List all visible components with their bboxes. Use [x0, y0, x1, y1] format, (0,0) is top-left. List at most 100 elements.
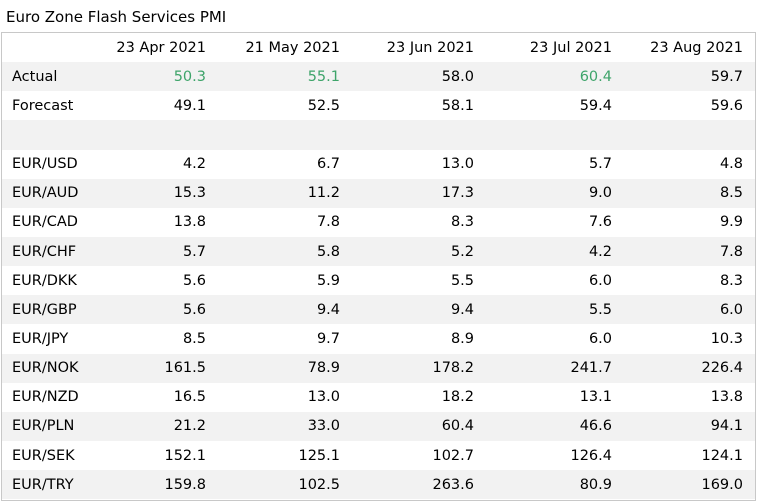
pair-row: EUR/DKK 5.6 5.9 5.5 6.0 8.3	[2, 266, 755, 295]
actual-row: Actual 50.3 55.1 58.0 60.4 59.7	[2, 62, 755, 92]
pair-row: EUR/PLN 21.2 33.0 60.4 46.6 94.1	[2, 411, 755, 441]
pair-cell: 5.5	[486, 295, 624, 325]
pair-cell: 9.0	[486, 178, 624, 208]
pmi-table-container: 23 Apr 2021 21 May 2021 23 Jun 2021 23 J…	[1, 32, 756, 501]
row-label: EUR/CAD	[12, 214, 78, 231]
pair-cell: 161.5	[94, 353, 218, 383]
pair-cell: 5.2	[352, 236, 486, 267]
actual-cell: 55.1	[218, 62, 352, 92]
pair-cell: 6.0	[588, 272, 612, 289]
row-label: EUR/USD	[12, 156, 78, 173]
pair-cell: 9.4	[352, 295, 486, 325]
actual-cell: 60.4	[486, 62, 624, 92]
pmi-table: 23 Apr 2021 21 May 2021 23 Jun 2021 23 J…	[2, 33, 755, 500]
pair-cell: 5.9	[316, 272, 340, 289]
pair-cell: 21.2	[94, 411, 218, 441]
pair-cell: 6.0	[624, 295, 755, 325]
pair-cell: 8.3	[450, 214, 474, 231]
pair-row: EUR/SEK 152.1 125.1 102.7 126.4 124.1	[2, 441, 755, 470]
actual-cell: 58.0	[352, 62, 486, 92]
row-label: EUR/SEK	[12, 447, 75, 464]
pair-cell: 8.9	[450, 330, 474, 347]
row-label: EUR/GBP	[2, 295, 94, 325]
pair-cell: 7.6	[588, 214, 612, 231]
pair-cell: 9.4	[218, 295, 352, 325]
pair-row: EUR/GBP 5.6 9.4 9.4 5.5 6.0	[2, 295, 755, 325]
row-label: EUR/DKK	[12, 272, 77, 289]
pair-cell: 15.3	[94, 178, 218, 208]
pair-cell: 125.1	[298, 447, 340, 464]
pair-cell: 159.8	[94, 470, 218, 500]
pair-cell: 4.2	[182, 156, 206, 173]
pair-cell: 46.6	[486, 411, 624, 441]
pair-cell: 5.7	[94, 236, 218, 267]
forecast-row: Forecast 49.1 52.5 58.1 59.4 59.6	[2, 91, 755, 120]
pair-cell: 8.3	[719, 272, 743, 289]
pair-cell: 124.1	[701, 447, 743, 464]
pair-cell: 10.3	[710, 330, 743, 347]
pair-cell: 102.7	[432, 447, 474, 464]
row-label: Actual	[2, 62, 94, 92]
forecast-cell: 59.6	[710, 97, 743, 114]
pair-cell: 5.7	[588, 156, 612, 173]
table-title: Euro Zone Flash Services PMI	[6, 8, 227, 26]
pair-cell: 178.2	[352, 353, 486, 383]
column-header: 21 May 2021	[245, 39, 340, 56]
pair-cell: 13.0	[441, 156, 474, 173]
pair-cell: 9.9	[719, 214, 743, 231]
pair-cell: 126.4	[570, 447, 612, 464]
pair-cell: 7.8	[624, 236, 755, 267]
pair-row: EUR/NOK 161.5 78.9 178.2 241.7 226.4	[2, 353, 755, 383]
pair-cell: 94.1	[624, 411, 755, 441]
forecast-cell: 58.1	[441, 97, 474, 114]
header-corner	[2, 33, 94, 62]
pair-cell: 6.0	[588, 330, 612, 347]
pair-cell: 241.7	[486, 353, 624, 383]
row-label: EUR/AUD	[2, 178, 94, 208]
forecast-cell: 59.4	[579, 97, 612, 114]
row-label: EUR/NOK	[2, 353, 94, 383]
pair-cell: 78.9	[218, 353, 352, 383]
pair-cell: 33.0	[218, 411, 352, 441]
column-header: 23 Jun 2021	[386, 39, 474, 56]
pair-cell: 11.2	[218, 178, 352, 208]
pair-cell: 5.5	[450, 272, 474, 289]
row-label: EUR/CHF	[2, 236, 94, 267]
pair-cell: 5.6	[94, 295, 218, 325]
pair-cell: 60.4	[352, 411, 486, 441]
column-header: 23 Apr 2021	[116, 39, 206, 56]
pair-cell: 4.8	[719, 156, 743, 173]
forecast-cell: 49.1	[173, 97, 206, 114]
pair-cell: 13.1	[579, 389, 612, 406]
pair-cell: 7.8	[316, 214, 340, 231]
pair-cell: 13.8	[173, 214, 206, 231]
spacer-row	[2, 120, 755, 150]
pair-cell: 263.6	[352, 470, 486, 500]
pair-cell: 226.4	[624, 353, 755, 383]
pair-cell: 8.5	[624, 178, 755, 208]
forecast-cell: 52.5	[307, 97, 340, 114]
pair-cell: 4.2	[486, 236, 624, 267]
column-header: 23 Jul 2021	[529, 39, 612, 56]
pair-cell: 5.8	[218, 236, 352, 267]
pair-cell: 152.1	[164, 447, 206, 464]
pair-row: EUR/JPY 8.5 9.7 8.9 6.0 10.3	[2, 324, 755, 353]
pair-row: EUR/NZD 16.5 13.0 18.2 13.1 13.8	[2, 383, 755, 412]
actual-cell: 59.7	[624, 62, 755, 92]
pair-cell: 18.2	[441, 389, 474, 406]
pair-cell: 80.9	[486, 470, 624, 500]
pair-cell: 13.8	[710, 389, 743, 406]
pair-cell: 6.7	[316, 156, 340, 173]
pair-cell: 5.6	[182, 272, 206, 289]
header-row: 23 Apr 2021 21 May 2021 23 Jun 2021 23 J…	[2, 33, 755, 62]
row-label: EUR/TRY	[2, 470, 94, 500]
table-body: Actual 50.3 55.1 58.0 60.4 59.7 Forecast…	[2, 62, 755, 500]
pair-row: EUR/USD 4.2 6.7 13.0 5.7 4.8	[2, 150, 755, 179]
pair-cell: 102.5	[218, 470, 352, 500]
pair-cell: 8.5	[182, 330, 206, 347]
pair-cell: 13.0	[307, 389, 340, 406]
column-header: 23 Aug 2021	[650, 39, 743, 56]
row-label: EUR/NZD	[12, 389, 79, 406]
pair-row: EUR/CHF 5.7 5.8 5.2 4.2 7.8	[2, 236, 755, 267]
pair-row: EUR/AUD 15.3 11.2 17.3 9.0 8.5	[2, 178, 755, 208]
